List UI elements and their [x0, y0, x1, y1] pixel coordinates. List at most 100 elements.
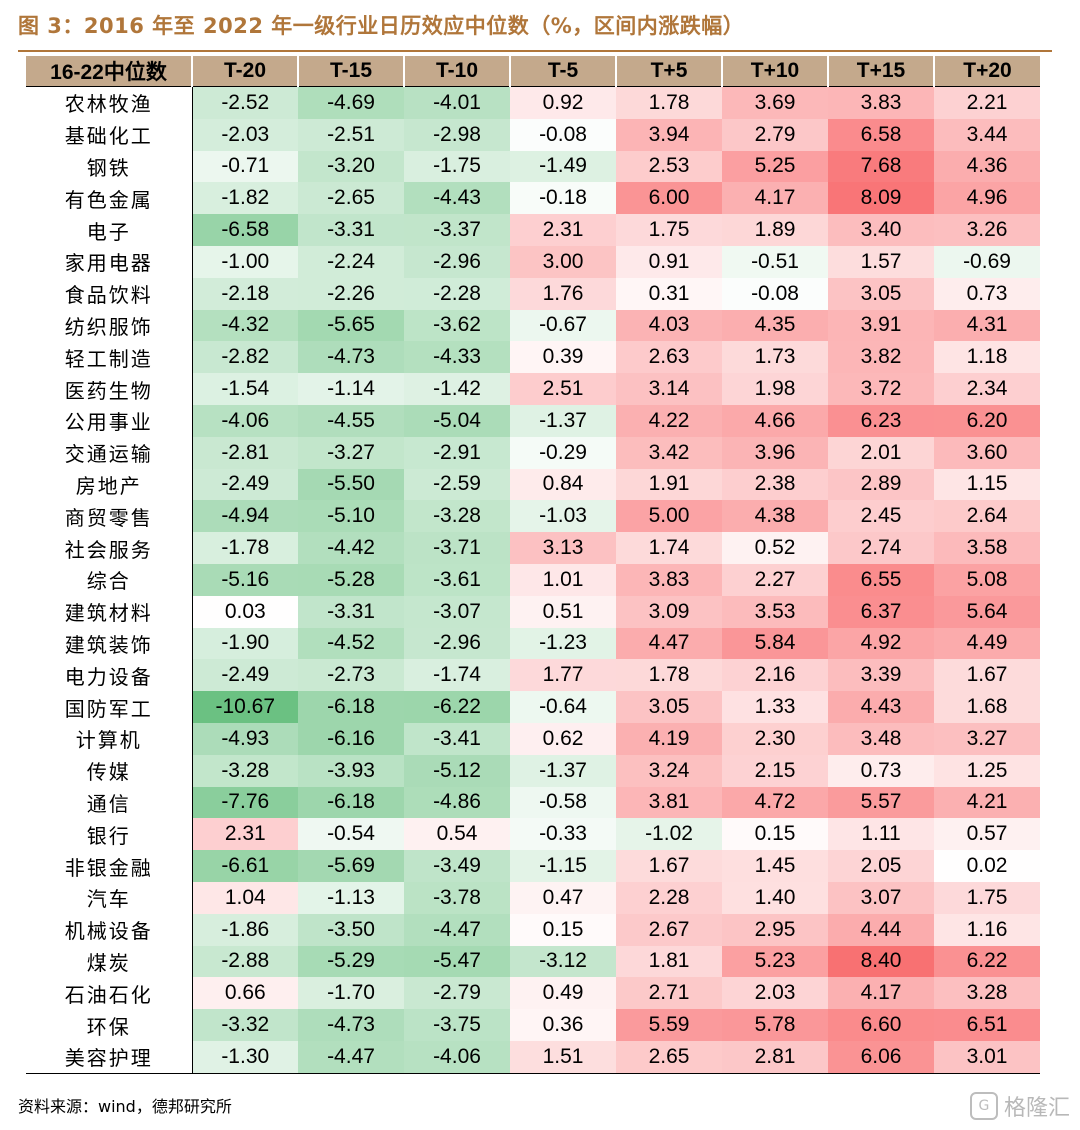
- value-cell: -0.29: [510, 436, 616, 469]
- value-cell: -1.37: [510, 754, 616, 787]
- value-cell: -5.50: [298, 468, 404, 501]
- column-header: T-15: [298, 56, 405, 87]
- value-cell: 2.81: [722, 1040, 828, 1074]
- value-cell: 1.75: [934, 881, 1040, 914]
- industry-name: 建筑材料: [26, 595, 193, 628]
- value-cell: 8.40: [828, 945, 934, 978]
- table-row: 建筑装饰 -1.90 -4.52 -2.96 -1.23 4.47 5.84 4.92 4.49: [26, 627, 1040, 660]
- value-cell: -4.43: [404, 182, 510, 215]
- value-cell: -2.59: [404, 468, 510, 501]
- value-cell: 4.72: [722, 786, 828, 819]
- value-cell: 3.83: [828, 86, 934, 119]
- value-cell: -7.76: [192, 786, 298, 819]
- value-cell: 1.74: [616, 532, 722, 564]
- heatmap-table: 16-22中位数 T-20 T-15 T-10 T-5 T+5 T+10 T+15 T+20 农…: [26, 56, 1040, 1074]
- value-cell: 2.95: [722, 913, 828, 946]
- industry-name: 综合: [26, 563, 193, 596]
- value-cell: 6.37: [828, 595, 934, 628]
- value-cell: 4.03: [616, 309, 722, 342]
- industry-name: 国防军工: [26, 691, 193, 723]
- value-cell: 3.60: [934, 436, 1040, 469]
- value-cell: 5.78: [722, 1009, 828, 1041]
- industry-name: 传媒: [26, 754, 193, 787]
- value-cell: -3.49: [404, 850, 510, 882]
- value-cell: 3.07: [828, 881, 934, 914]
- value-cell: -0.54: [298, 818, 404, 851]
- value-cell: -2.82: [192, 341, 298, 374]
- value-cell: -0.64: [510, 691, 616, 723]
- value-cell: -3.32: [192, 1009, 298, 1041]
- table-row: 房地产 -2.49 -5.50 -2.59 0.84 1.91 2.38 2.89 1.15: [26, 468, 1040, 501]
- value-cell: 3.13: [510, 532, 616, 564]
- value-cell: -4.42: [298, 532, 404, 564]
- value-cell: -0.33: [510, 818, 616, 851]
- value-cell: 2.71: [616, 977, 722, 1010]
- value-cell: -1.00: [192, 245, 298, 278]
- value-cell: 3.69: [722, 86, 828, 119]
- value-cell: -5.29: [298, 945, 404, 978]
- industry-name: 钢铁: [26, 150, 193, 183]
- value-cell: 2.05: [828, 850, 934, 882]
- value-cell: -4.73: [298, 341, 404, 374]
- value-cell: 5.25: [722, 150, 828, 183]
- value-cell: 5.08: [934, 563, 1040, 596]
- table-row: 综合 -5.16 -5.28 -3.61 1.01 3.83 2.27 6.55 5.08: [26, 563, 1040, 596]
- value-cell: -2.18: [192, 277, 298, 310]
- value-cell: 1.75: [616, 214, 722, 246]
- value-cell: -3.20: [298, 150, 404, 183]
- table-row: 有色金属 -1.82 -2.65 -4.43 -0.18 6.00 4.17 8.09 4.96: [26, 182, 1040, 215]
- value-cell: -3.27: [298, 436, 404, 469]
- value-cell: -1.75: [404, 150, 510, 183]
- column-header: T+10: [722, 56, 829, 87]
- value-cell: -4.32: [192, 309, 298, 342]
- value-cell: 5.57: [828, 786, 934, 819]
- value-cell: -1.49: [510, 150, 616, 183]
- value-cell: -2.79: [404, 977, 510, 1010]
- value-cell: -4.93: [192, 722, 298, 755]
- value-cell: 3.05: [616, 691, 722, 723]
- value-cell: 4.19: [616, 722, 722, 755]
- value-cell: -1.82: [192, 182, 298, 215]
- value-cell: 6.23: [828, 404, 934, 437]
- industry-name: 电子: [26, 214, 193, 246]
- value-cell: 3.00: [510, 245, 616, 278]
- value-cell: -6.16: [298, 722, 404, 755]
- value-cell: 4.38: [722, 500, 828, 533]
- value-cell: 2.64: [934, 500, 1040, 533]
- value-cell: 6.22: [934, 945, 1040, 978]
- value-cell: 6.55: [828, 563, 934, 596]
- value-cell: 7.68: [828, 150, 934, 183]
- value-cell: -5.04: [404, 404, 510, 437]
- value-cell: -1.42: [404, 373, 510, 405]
- table-row: 轻工制造 -2.82 -4.73 -4.33 0.39 2.63 1.73 3.82 1.18: [26, 341, 1040, 374]
- value-cell: 1.73: [722, 341, 828, 374]
- value-cell: 0.62: [510, 722, 616, 755]
- value-cell: 2.79: [722, 118, 828, 151]
- table-row: 石油石化 0.66 -1.70 -2.79 0.49 2.71 2.03 4.17 3.28: [26, 977, 1040, 1010]
- value-cell: 1.25: [934, 754, 1040, 787]
- value-cell: 6.00: [616, 182, 722, 215]
- table-row: 环保 -3.32 -4.73 -3.75 0.36 5.59 5.78 6.60 6.51: [26, 1009, 1040, 1041]
- value-cell: 3.96: [722, 436, 828, 469]
- industry-name: 银行: [26, 818, 193, 851]
- value-cell: -3.78: [404, 881, 510, 914]
- value-cell: 2.03: [722, 977, 828, 1010]
- value-cell: 0.39: [510, 341, 616, 374]
- value-cell: -3.62: [404, 309, 510, 342]
- value-cell: -2.73: [298, 659, 404, 692]
- value-cell: 3.82: [828, 341, 934, 374]
- table-row: 商贸零售 -4.94 -5.10 -3.28 -1.03 5.00 4.38 2.45 2.64: [26, 500, 1040, 533]
- value-cell: 4.22: [616, 404, 722, 437]
- value-cell: -1.74: [404, 659, 510, 692]
- table-row: 传媒 -3.28 -3.93 -5.12 -1.37 3.24 2.15 0.73 1.25: [26, 754, 1040, 787]
- value-cell: 2.30: [722, 722, 828, 755]
- industry-name: 基础化工: [26, 118, 193, 151]
- value-cell: -3.07: [404, 595, 510, 628]
- value-cell: 0.92: [510, 86, 616, 119]
- value-cell: 0.52: [722, 532, 828, 564]
- table-row: 基础化工 -2.03 -2.51 -2.98 -0.08 3.94 2.79 6.58 3.44: [26, 118, 1040, 151]
- industry-name: 公用事业: [26, 404, 193, 437]
- title-divider: [18, 50, 1052, 52]
- value-cell: 5.64: [934, 595, 1040, 628]
- value-cell: 3.81: [616, 786, 722, 819]
